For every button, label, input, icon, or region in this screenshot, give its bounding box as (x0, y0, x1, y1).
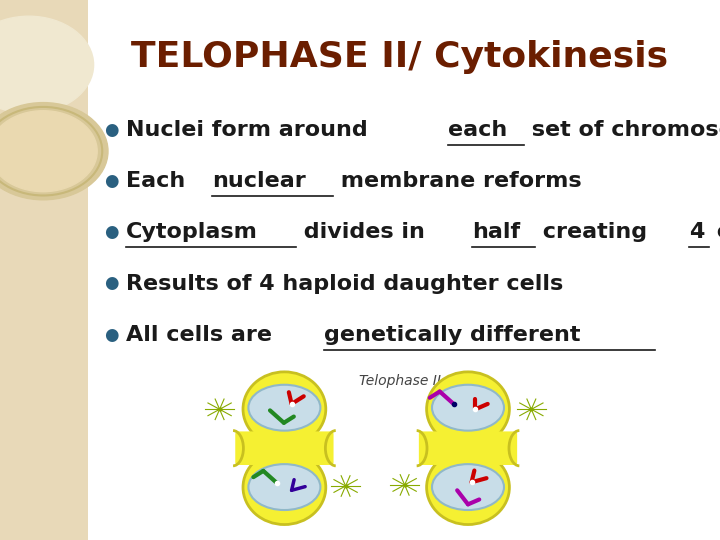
Text: Each: Each (126, 171, 193, 191)
Text: cells: cells (709, 222, 720, 242)
Circle shape (0, 103, 108, 200)
Text: TELOPHASE II/ Cytokinesis: TELOPHASE II/ Cytokinesis (131, 40, 668, 73)
Text: ●: ● (104, 172, 119, 190)
Text: 4: 4 (689, 222, 705, 242)
Ellipse shape (426, 372, 510, 446)
Text: Cytoplasm: Cytoplasm (126, 222, 258, 242)
Text: set of chromosomes: set of chromosomes (524, 119, 720, 140)
Ellipse shape (248, 384, 320, 431)
FancyBboxPatch shape (419, 431, 517, 465)
Text: ●: ● (104, 120, 119, 139)
Text: Telophase II: Telophase II (359, 374, 441, 388)
Text: ●: ● (104, 326, 119, 344)
Text: each: each (448, 119, 507, 140)
Text: half: half (472, 222, 521, 242)
Text: Results of 4 haploid daughter cells: Results of 4 haploid daughter cells (126, 273, 563, 294)
Text: ●: ● (104, 274, 119, 293)
Ellipse shape (243, 450, 325, 524)
Text: divides in: divides in (296, 222, 433, 242)
Text: nuclear: nuclear (212, 171, 306, 191)
Ellipse shape (432, 384, 504, 431)
Text: genetically different: genetically different (325, 325, 581, 345)
FancyBboxPatch shape (0, 0, 88, 540)
Circle shape (0, 16, 94, 113)
Text: ●: ● (104, 223, 119, 241)
Text: creating: creating (534, 222, 654, 242)
Ellipse shape (248, 464, 320, 510)
Text: Nuclei form around: Nuclei form around (126, 119, 376, 140)
Text: All cells are: All cells are (126, 325, 280, 345)
Ellipse shape (426, 450, 510, 524)
Circle shape (0, 111, 97, 192)
FancyBboxPatch shape (235, 431, 333, 465)
Ellipse shape (243, 372, 325, 446)
Text: membrane reforms: membrane reforms (333, 171, 582, 191)
Ellipse shape (432, 464, 504, 510)
